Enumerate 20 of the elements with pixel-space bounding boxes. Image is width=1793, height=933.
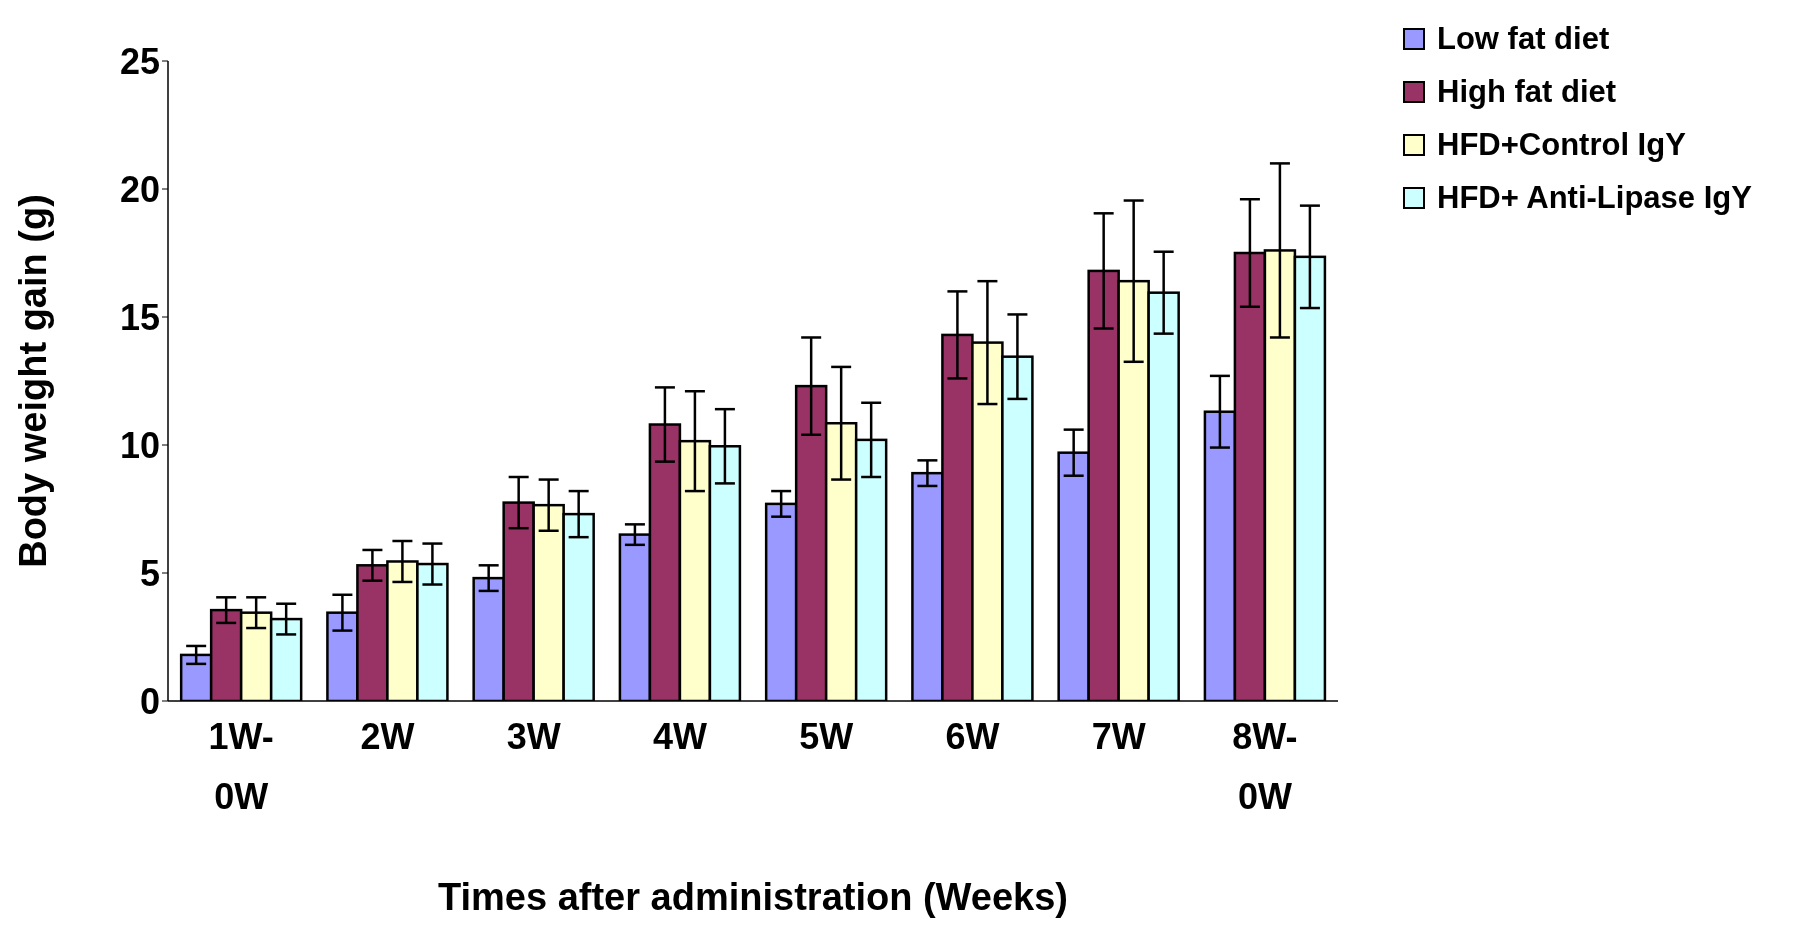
legend-label: High fat diet [1437, 73, 1617, 110]
y-tick-label: 25 [119, 40, 160, 82]
y-tick-label: 0 [139, 680, 160, 722]
x-tick-label: 8W-0W [1232, 716, 1298, 817]
y-tick-label: 5 [139, 552, 160, 594]
x-tick-label: 5W [799, 716, 854, 757]
y-axis-title: Body weight gain (g) [12, 194, 55, 568]
x-tick-label: 7W [1091, 716, 1146, 757]
x-axis-title: Times after administration (Weeks) [437, 876, 1069, 918]
x-tick-label: 6W [945, 716, 1000, 757]
legend-label: Low fat diet [1437, 20, 1610, 57]
y-tick-label: 15 [119, 296, 160, 338]
x-tick-label: 2W [360, 716, 415, 757]
legend-label: HFD+ Anti-Lipase IgY [1437, 179, 1752, 216]
y-tick-label: 10 [119, 424, 160, 466]
x-tick-label: 1W-0W [208, 716, 274, 817]
x-tick-label: 3W [506, 716, 561, 757]
legend-label: HFD+Control IgY [1437, 126, 1686, 163]
y-tick-label: 20 [119, 168, 160, 210]
x-tick-label: 4W [652, 716, 707, 757]
